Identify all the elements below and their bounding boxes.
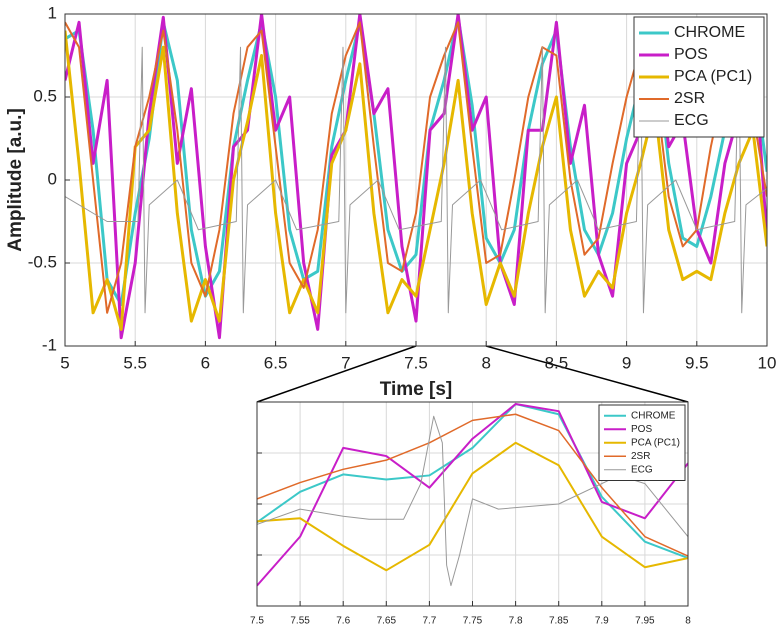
legend-label: CHROME <box>631 410 676 421</box>
legend: CHROME POS PCA (PC1) 2SR ECG <box>598 404 686 481</box>
legend: CHROME POS PCA (PC1) 2SR ECG <box>633 16 765 138</box>
series-line <box>257 403 688 559</box>
x-tick-label: 6 <box>201 353 210 372</box>
legend-label: POS <box>674 46 708 63</box>
chart: -1 -0.5 0 0.5 1 5 5.5 6 6.5 7 7.5 8 8.5 9 9.5 10 Time [s… <box>5 3 776 400</box>
x-tick-label: 7.5 <box>404 353 428 372</box>
x-tick-label: 7.8 <box>509 616 523 627</box>
y-tick-label: -1 <box>42 335 57 354</box>
x-tick-label: 6.5 <box>264 353 288 372</box>
y-tick-label: -0.5 <box>28 252 57 271</box>
x-tick-label: 7.85 <box>549 616 569 627</box>
legend-label: 2SR <box>631 451 650 462</box>
legend-label: POS <box>631 424 652 435</box>
y-axis-title: Amplitude [a.u.] <box>5 108 26 252</box>
series-line <box>257 441 688 572</box>
x-tick-label: 7.95 <box>635 616 655 627</box>
x-tick-label: 7.7 <box>422 616 436 627</box>
x-tick-label: 7.6 <box>336 616 350 627</box>
y-tick-label: 1 <box>48 3 57 22</box>
series-line <box>65 46 767 314</box>
x-axis-title: Time [s] <box>380 379 453 400</box>
x-tick-label: 8 <box>481 353 490 372</box>
series-line <box>257 403 688 587</box>
chart: 7.5 7.55 7.6 7.65 7.7 7.75 7.8 7.85 7.9 7.95 8 CHRO… <box>250 401 691 627</box>
x-tick-label: 7.55 <box>290 616 310 627</box>
axes-frame <box>64 13 768 347</box>
series-line <box>257 413 688 557</box>
x-tick-label: 9 <box>622 353 631 372</box>
legend-label: ECG <box>631 464 653 475</box>
x-tick-label: 5.5 <box>123 353 147 372</box>
x-tick-label: 7.5 <box>250 616 264 627</box>
legend-label: ECG <box>674 112 709 129</box>
legend-label: 2SR <box>674 90 705 107</box>
legend-label: PCA (PC1) <box>674 68 752 85</box>
legend-label: CHROME <box>674 24 745 41</box>
x-tick-label: 9.5 <box>685 353 709 372</box>
zoom-connector <box>256 345 417 403</box>
x-tick-label: 10 <box>758 353 777 372</box>
x-tick-label: 5 <box>60 353 69 372</box>
x-tick-label: 7.9 <box>595 616 609 627</box>
x-tick-label: 7.75 <box>463 616 483 627</box>
series-line <box>257 415 688 587</box>
y-tick-label: 0.5 <box>33 86 57 105</box>
zoom-connector <box>485 345 689 403</box>
x-tick-label: 7.65 <box>377 616 397 627</box>
x-tick-label: 8 <box>685 616 691 627</box>
y-tick-label: 0 <box>48 169 57 188</box>
x-tick-label: 7 <box>341 353 350 372</box>
x-tick-label: 8.5 <box>545 353 569 372</box>
axes-frame <box>256 401 689 607</box>
legend-label: PCA (PC1) <box>631 437 680 448</box>
